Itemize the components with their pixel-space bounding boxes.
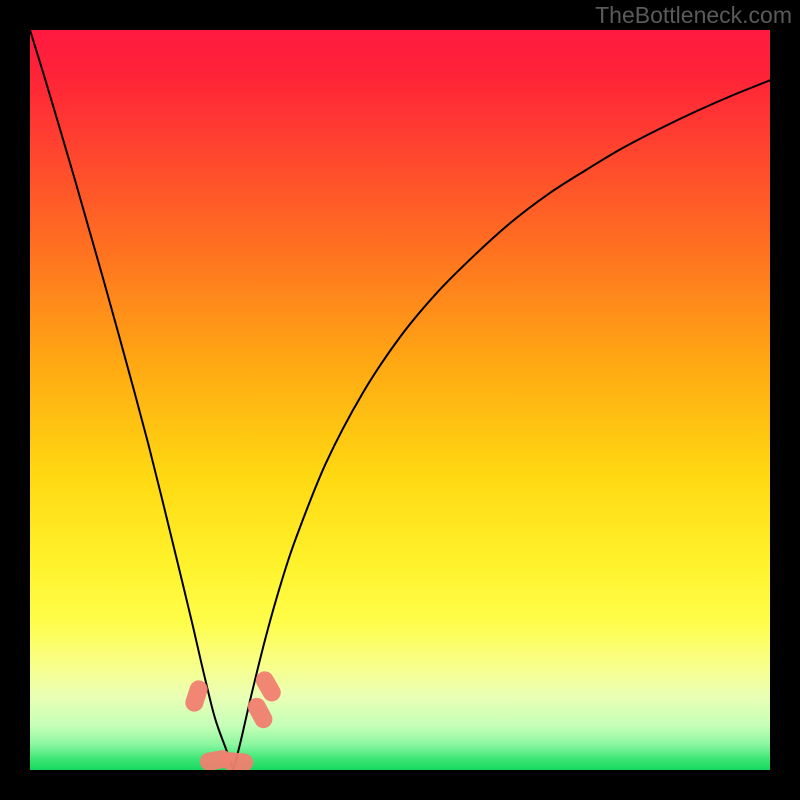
chart-container: TheBottleneck.com [0, 0, 800, 800]
plot-area [30, 30, 770, 770]
gradient-background [30, 30, 770, 770]
watermark-text: TheBottleneck.com [595, 2, 792, 29]
